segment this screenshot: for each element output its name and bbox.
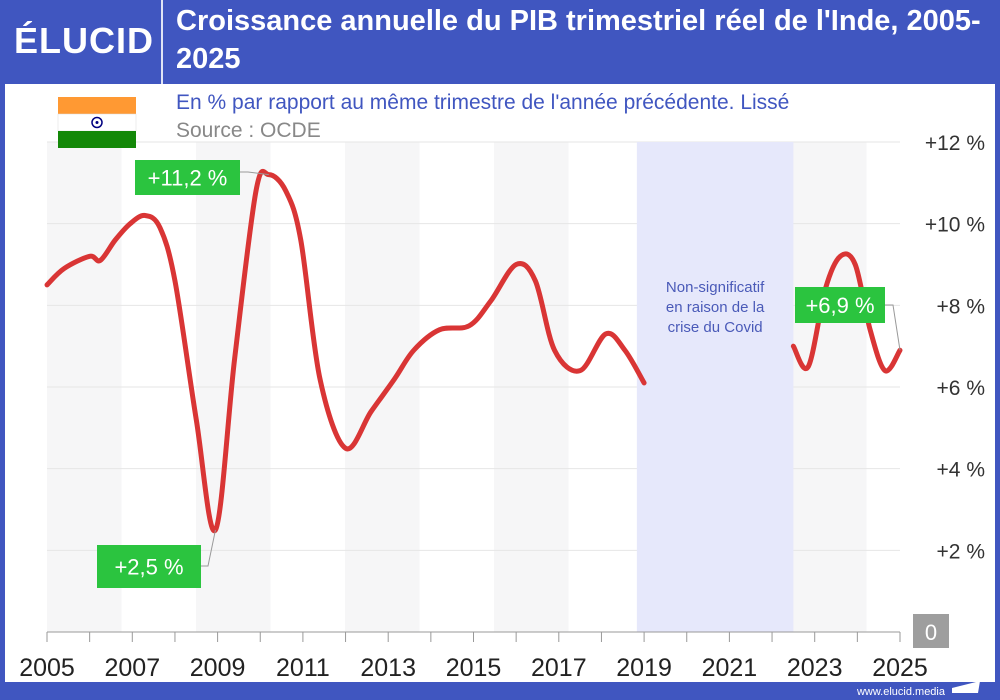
x-tick-label: 2023	[787, 654, 843, 682]
covid-note: Non-significatif en raison de la crise du …	[666, 279, 765, 336]
gdp-growth-line	[44, 168, 647, 534]
y-tick-label: +10 %	[925, 214, 985, 237]
covid-note-line: en raison de la	[666, 299, 765, 316]
annotation-leader	[200, 529, 216, 567]
x-tick-label: 2011	[276, 654, 330, 682]
subtitle: En % par rapport au même trimestre de l'…	[176, 91, 789, 114]
annotation-label: +2,5 %	[114, 555, 183, 580]
x-tick-label: 2015	[446, 654, 502, 682]
y-tick-label: +2 %	[937, 540, 985, 563]
annotation-leader	[885, 304, 901, 351]
x-tick-label: 2009	[190, 654, 246, 682]
gdp-growth-line	[790, 251, 903, 374]
y-tick-label: +8 %	[937, 295, 985, 318]
annotation-leader	[240, 171, 269, 176]
covid-shaded-region	[636, 142, 794, 632]
annotation-label: +6,9 %	[805, 293, 874, 318]
x-tick-label: 2019	[616, 654, 672, 682]
y-tick-label: +6 %	[937, 377, 985, 400]
footer-url: www.elucid.media	[856, 686, 946, 698]
x-tick-label: 2007	[104, 654, 160, 682]
y-tick-label: +12 %	[925, 132, 985, 155]
y-tick-label: +4 %	[937, 459, 985, 482]
header-divider	[161, 0, 163, 84]
covid-note-line: crise du Covid	[668, 319, 763, 336]
x-tick-label: 2021	[702, 654, 758, 682]
annotation-label: +11,2 %	[148, 166, 228, 191]
x-tick-label: 2005	[19, 654, 75, 682]
annotation-box	[795, 287, 885, 323]
chart-title: Croissance annuelle du PIB trimestriel r…	[176, 5, 981, 75]
x-tick-label: 2017	[531, 654, 587, 682]
y-tick-label: 0	[925, 620, 937, 645]
source: Source : OCDE	[176, 119, 321, 142]
x-tick-label: 2025	[872, 654, 928, 682]
x-tick-label: 2013	[360, 654, 416, 682]
header: ÉLUCID Croissance annuelle du PIB trimes…	[0, 0, 1000, 84]
covid-note-line: Non-significatif	[666, 279, 765, 296]
annotation-box	[97, 545, 201, 588]
zero-label-box	[913, 614, 949, 648]
india-flag-icon	[57, 97, 137, 148]
annotation-box	[135, 160, 240, 195]
elucid-mark-icon	[952, 681, 980, 693]
elucid-logo: ÉLUCID	[14, 20, 154, 61]
